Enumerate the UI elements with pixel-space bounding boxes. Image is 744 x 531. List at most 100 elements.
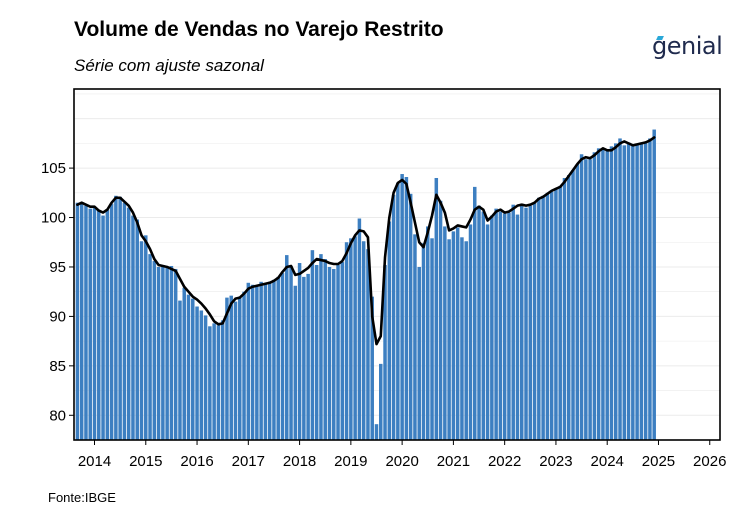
bar: [208, 326, 212, 440]
chart-title: Volume de Vendas no Varejo Restrito: [74, 18, 444, 41]
bar: [473, 186, 477, 440]
bar: [545, 192, 550, 440]
x-tick-label: 2022: [488, 453, 521, 470]
bar: [374, 424, 379, 440]
bar: [191, 298, 195, 440]
bar: [485, 224, 490, 440]
bar: [391, 194, 396, 440]
x-tick-label: 2014: [78, 453, 111, 470]
bar: [97, 210, 101, 440]
bar: [584, 159, 588, 440]
bar: [609, 146, 614, 440]
bar: [84, 205, 88, 440]
bar: [361, 241, 366, 440]
bar: [370, 296, 374, 440]
bar: [88, 208, 92, 440]
bar: [319, 254, 323, 440]
bar: [220, 320, 225, 440]
bar: [507, 212, 511, 440]
bar: [152, 261, 157, 440]
bar: [169, 265, 174, 440]
bar: [626, 142, 631, 440]
bar: [532, 202, 537, 440]
bar: [250, 284, 255, 440]
x-tick-label: 2018: [283, 453, 316, 470]
bar: [126, 207, 131, 440]
bar: [438, 200, 443, 440]
bar: [571, 170, 575, 440]
bar: [114, 195, 118, 440]
trend-line-group: [76, 136, 656, 346]
bar: [515, 214, 520, 440]
bar: [366, 249, 370, 440]
bar: [327, 266, 332, 440]
bar: [75, 202, 80, 440]
bar: [131, 215, 135, 440]
bar: [498, 211, 503, 440]
bar: [490, 215, 494, 440]
bar: [255, 285, 259, 440]
bar: [434, 177, 439, 441]
bar: [383, 264, 387, 440]
x-tick-label: 2026: [693, 453, 726, 470]
bar: [203, 315, 208, 440]
bar: [575, 164, 580, 440]
bar: [601, 149, 605, 440]
bar: [605, 150, 609, 441]
bar: [468, 224, 473, 440]
bar: [139, 241, 144, 440]
x-tick-label: 2025: [642, 453, 675, 470]
bar: [524, 207, 528, 440]
brand-logo: genial: [652, 32, 723, 60]
bar: [314, 264, 319, 440]
bar: [178, 300, 182, 440]
bar: [481, 211, 486, 440]
y-tick-label: 90: [49, 308, 66, 325]
x-tick-label: 2021: [437, 453, 470, 470]
bar: [413, 234, 417, 440]
bar: [229, 295, 233, 440]
bar: [494, 208, 498, 440]
bar: [122, 202, 127, 440]
x-tick-label: 2019: [334, 453, 367, 470]
bar: [272, 279, 276, 440]
bar: [528, 205, 533, 440]
y-tick-label: 85: [49, 358, 66, 375]
bar: [216, 325, 221, 440]
bar: [588, 159, 592, 440]
bar: [105, 209, 110, 440]
bar: [349, 238, 353, 440]
bar: [182, 287, 186, 440]
bar: [477, 205, 481, 440]
y-tick-label: 80: [49, 407, 66, 424]
bar: [579, 154, 584, 440]
bar: [447, 239, 451, 440]
bar: [451, 231, 456, 440]
y-axis: 80 85 90 95 100 105: [41, 160, 74, 424]
bar: [408, 193, 413, 440]
y-tick-label: 100: [41, 210, 66, 227]
bar: [618, 138, 622, 440]
bar: [520, 203, 524, 440]
bar: [502, 213, 507, 440]
bar: [396, 182, 400, 440]
chart-subtitle: Série com ajuste sazonal: [74, 56, 264, 75]
bar: [596, 148, 601, 440]
bar: [165, 267, 169, 440]
bar: [455, 227, 460, 440]
x-tick-label: 2017: [232, 453, 265, 470]
bar: [554, 188, 558, 440]
bar: [417, 266, 421, 440]
bar: [118, 196, 122, 440]
bar: [148, 254, 152, 440]
bar: [144, 235, 148, 440]
x-tick-label: 2020: [385, 453, 418, 470]
bar: [400, 174, 404, 440]
source-note: Fonte:IBGE: [48, 490, 116, 505]
bar: [109, 203, 114, 440]
bar: [310, 250, 315, 440]
bar: [238, 296, 242, 440]
bar: [173, 268, 178, 440]
bar: [387, 221, 392, 440]
